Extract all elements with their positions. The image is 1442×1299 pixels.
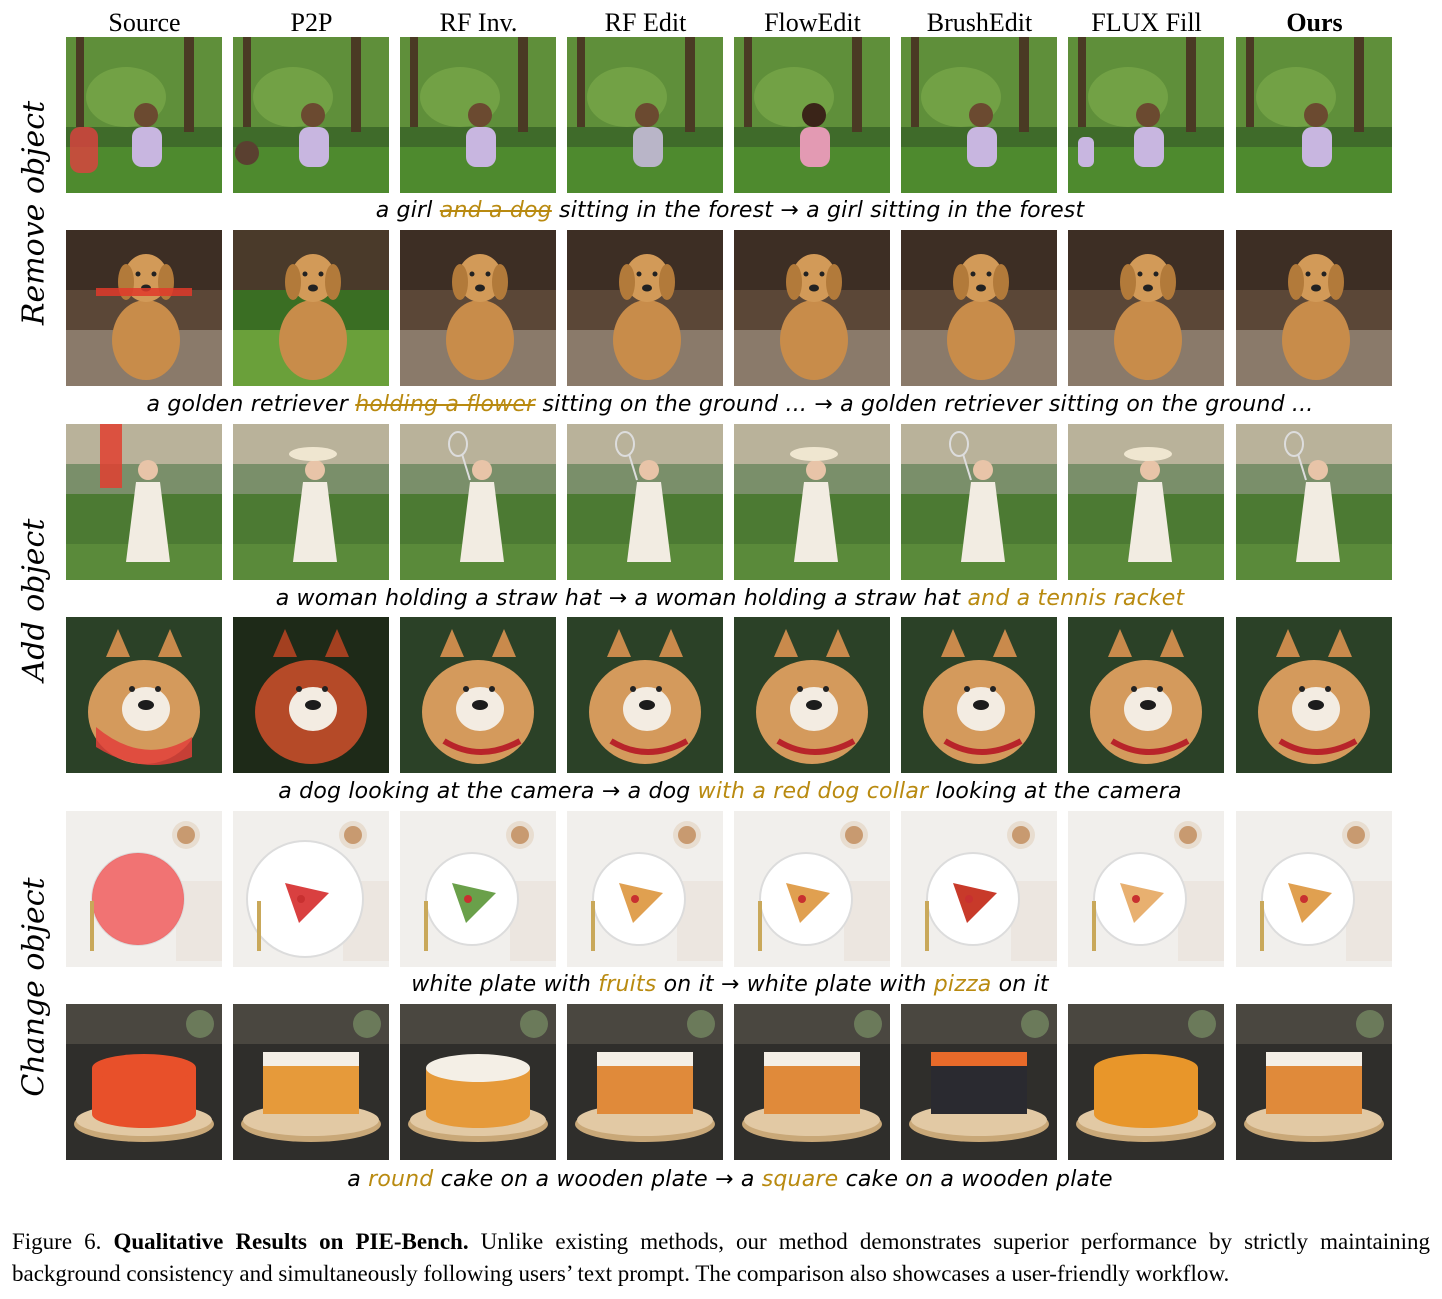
result-image-dog-flower-brushedit xyxy=(901,230,1057,386)
result-image-girl-forest-brushedit xyxy=(901,37,1057,193)
result-image-dog-collar-p2p xyxy=(233,617,389,773)
result-image-plate-ours xyxy=(1236,811,1392,967)
result-image-dog-flower-rf-inv xyxy=(400,230,556,386)
result-image-dog-flower-ours xyxy=(1236,230,1392,386)
edit-caption: a woman holding a straw hat → a woman ho… xyxy=(275,586,1185,611)
result-image-woman-hat-rf-edit xyxy=(567,424,723,580)
result-image-plate-brushedit xyxy=(901,811,1057,967)
result-image-girl-forest-flux-fill xyxy=(1068,37,1224,193)
result-image-woman-hat-source xyxy=(66,424,222,580)
result-image-cake-source xyxy=(66,1004,222,1160)
column-header-p2p: P2P xyxy=(290,8,333,37)
result-image-girl-forest-rf-edit xyxy=(567,37,723,193)
result-image-cake-rf-edit xyxy=(567,1004,723,1160)
column-header-rf-edit: RF Edit xyxy=(604,8,687,37)
result-image-plate-source xyxy=(66,811,222,967)
result-image-plate-rf-edit xyxy=(567,811,723,967)
result-image-girl-forest-p2p xyxy=(233,37,389,193)
edit-caption: a dog looking at the camera → a dog with… xyxy=(278,779,1182,804)
row-label-change: Change object xyxy=(16,877,52,1097)
result-image-woman-hat-rf-inv xyxy=(400,424,556,580)
column-header-brushedit: BrushEdit xyxy=(926,8,1033,37)
result-image-dog-collar-brushedit xyxy=(901,617,1057,773)
edit-caption: white plate with fruits on it → white pl… xyxy=(411,972,1049,997)
result-image-cake-flux-fill xyxy=(1068,1004,1224,1160)
edit-caption: a round cake on a wooden plate → a squar… xyxy=(347,1167,1113,1192)
result-image-dog-flower-flowedit xyxy=(734,230,890,386)
result-image-dog-collar-flowedit xyxy=(734,617,890,773)
row-label-add: Add object xyxy=(16,518,52,682)
figure-label: Figure 6. xyxy=(12,1229,114,1254)
column-header-source: Source xyxy=(108,8,181,37)
result-image-plate-p2p xyxy=(233,811,389,967)
result-image-dog-flower-rf-edit xyxy=(567,230,723,386)
edit-caption: a golden retriever holding a flower sitt… xyxy=(146,392,1314,417)
figure-title: Qualitative Results on PIE-Bench. xyxy=(113,1229,469,1254)
result-image-woman-hat-p2p xyxy=(233,424,389,580)
result-image-woman-hat-flowedit xyxy=(734,424,890,580)
row-label-remove: Remove object xyxy=(16,100,52,326)
edit-caption: a girl and a dog sitting in the forest →… xyxy=(375,198,1085,223)
column-header-flux-fill: FLUX Fill xyxy=(1091,8,1202,37)
result-image-plate-flowedit xyxy=(734,811,890,967)
figure-caption: Figure 6. Qualitative Results on PIE-Ben… xyxy=(12,1226,1430,1290)
column-header-rf-inv: RF Inv. xyxy=(439,8,518,37)
result-image-dog-flower-source xyxy=(66,230,222,386)
result-image-cake-flowedit xyxy=(734,1004,890,1160)
result-image-girl-forest-source xyxy=(66,37,222,193)
result-image-woman-hat-flux-fill xyxy=(1068,424,1224,580)
result-image-dog-collar-rf-edit xyxy=(567,617,723,773)
result-image-dog-collar-flux-fill xyxy=(1068,617,1224,773)
result-image-girl-forest-ours xyxy=(1236,37,1392,193)
result-image-cake-rf-inv xyxy=(400,1004,556,1160)
result-image-girl-forest-flowedit xyxy=(734,37,890,193)
result-image-girl-forest-rf-inv xyxy=(400,37,556,193)
result-image-woman-hat-brushedit xyxy=(901,424,1057,580)
result-image-cake-ours xyxy=(1236,1004,1392,1160)
result-image-plate-flux-fill xyxy=(1068,811,1224,967)
result-image-cake-p2p xyxy=(233,1004,389,1160)
result-image-dog-flower-flux-fill xyxy=(1068,230,1224,386)
column-header-flowedit: FlowEdit xyxy=(764,8,861,37)
result-image-plate-rf-inv xyxy=(400,811,556,967)
result-image-dog-collar-ours xyxy=(1236,617,1392,773)
result-image-dog-flower-p2p xyxy=(233,230,389,386)
result-image-dog-collar-rf-inv xyxy=(400,617,556,773)
result-image-dog-collar-source xyxy=(66,617,222,773)
figure-body: Unlike existing methods, our method demo… xyxy=(12,1229,1430,1286)
column-header-ours: Ours xyxy=(1286,8,1343,37)
result-image-woman-hat-ours xyxy=(1236,424,1392,580)
result-image-cake-brushedit xyxy=(901,1004,1057,1160)
